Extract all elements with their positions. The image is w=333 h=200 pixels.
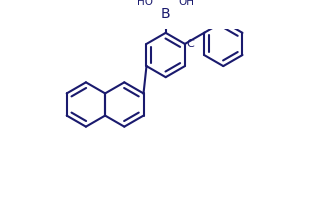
- Text: C: C: [186, 39, 194, 49]
- Text: HO: HO: [137, 0, 153, 7]
- Text: OH: OH: [178, 0, 194, 7]
- Text: B: B: [161, 7, 170, 21]
